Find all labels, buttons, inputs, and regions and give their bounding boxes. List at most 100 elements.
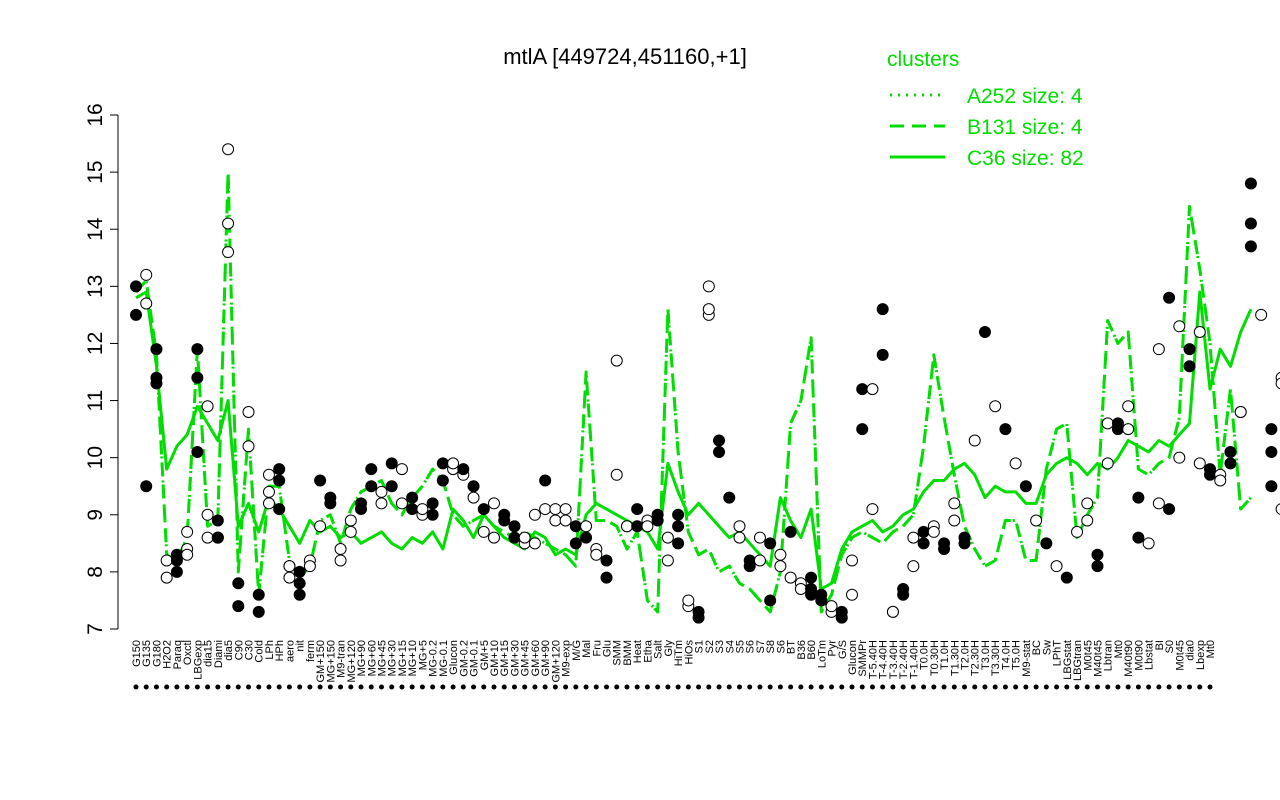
category-label: HiOs (683, 640, 695, 665)
category-marker (696, 684, 702, 690)
category-label: G135 (141, 640, 153, 667)
category-label: T-2.40H (898, 640, 910, 679)
category-marker (1033, 684, 1039, 690)
data-point (283, 571, 296, 584)
category-label: G180 (151, 640, 163, 667)
data-point (201, 508, 214, 521)
data-point (436, 457, 449, 470)
data-point (1101, 417, 1114, 430)
data-point (610, 354, 623, 367)
data-point (1244, 240, 1257, 253)
data-point (743, 554, 756, 567)
category-marker (972, 684, 978, 690)
data-point (181, 548, 194, 561)
category-marker (604, 684, 610, 690)
category-marker (1115, 684, 1121, 690)
category-marker (215, 684, 221, 690)
category-label: M0t45 (1082, 640, 1094, 671)
data-point (211, 531, 224, 544)
data-point (498, 514, 511, 527)
category-marker (164, 684, 170, 690)
category-label: M9-exp (561, 640, 573, 677)
category-label: Pyr (827, 640, 839, 657)
category-marker (246, 684, 252, 690)
category-marker (409, 684, 415, 690)
data-point (1101, 457, 1114, 470)
category-label: GM+10 (489, 640, 501, 676)
data-point (1132, 491, 1145, 504)
category-marker (542, 684, 548, 690)
data-point (1071, 525, 1084, 538)
data-point (672, 537, 685, 550)
category-marker (1187, 684, 1193, 690)
category-label: T1.0H (939, 640, 951, 670)
data-point (559, 514, 572, 527)
category-marker (757, 684, 763, 690)
category-marker (358, 684, 364, 690)
category-label: HPh (274, 640, 286, 661)
data-point (1214, 474, 1227, 487)
category-label: S6 (745, 640, 757, 653)
category-marker (716, 684, 722, 690)
data-point (201, 400, 214, 413)
category-label: Cold (254, 640, 266, 663)
legend-entry: C36 size: 82 (967, 147, 1084, 170)
data-point (273, 474, 286, 487)
data-point (661, 531, 674, 544)
category-marker (194, 684, 200, 690)
y-tick-label: 11 (84, 390, 107, 412)
data-point (1060, 571, 1073, 584)
category-label: T1.30H (949, 640, 961, 676)
data-point (1224, 445, 1237, 458)
category-marker (1135, 684, 1141, 690)
category-marker (563, 684, 569, 690)
data-point (805, 571, 818, 584)
category-label: T-5.40H (867, 640, 879, 679)
data-point (242, 405, 255, 418)
category-label: LBGstat (1062, 640, 1074, 680)
data-point (232, 600, 245, 613)
category-label: Glu (602, 640, 614, 657)
category-label: M9-tran (336, 640, 348, 678)
category-label: Glucon (448, 640, 460, 675)
category-label: nit (295, 640, 307, 652)
data-point (283, 560, 296, 573)
category-marker (665, 684, 671, 690)
chart-title: mtlA [449724,451160,+1] (503, 44, 747, 69)
category-label: C30 (244, 640, 256, 660)
data-point (835, 611, 848, 624)
category-marker (951, 684, 957, 690)
category-label: Lbexp (1195, 640, 1207, 670)
data-point (170, 548, 183, 561)
category-marker (348, 684, 354, 690)
category-marker (1023, 684, 1029, 690)
category-marker (133, 684, 139, 690)
category-label: S6 (775, 640, 787, 653)
data-point (1009, 457, 1022, 470)
data-point (569, 520, 582, 533)
category-label: G150 (131, 640, 143, 667)
data-point (355, 497, 368, 510)
data-point (191, 371, 204, 384)
category-label: Gly (663, 640, 675, 657)
data-point (764, 537, 777, 550)
category-marker (849, 684, 855, 690)
category-marker (1146, 684, 1152, 690)
category-label: H2O2 (162, 640, 174, 669)
data-point (713, 434, 726, 447)
data-point (191, 343, 204, 356)
data-point (436, 474, 449, 487)
data-point (1163, 503, 1176, 516)
data-point (1091, 548, 1104, 561)
category-marker (338, 684, 344, 690)
category-marker (205, 684, 211, 690)
data-point (692, 605, 705, 618)
category-label: T5.0H (1011, 640, 1023, 670)
category-marker (777, 684, 783, 690)
data-point (324, 491, 337, 504)
data-point (334, 543, 347, 556)
data-point (1265, 423, 1278, 436)
category-marker (880, 684, 886, 690)
data-point (385, 457, 398, 470)
